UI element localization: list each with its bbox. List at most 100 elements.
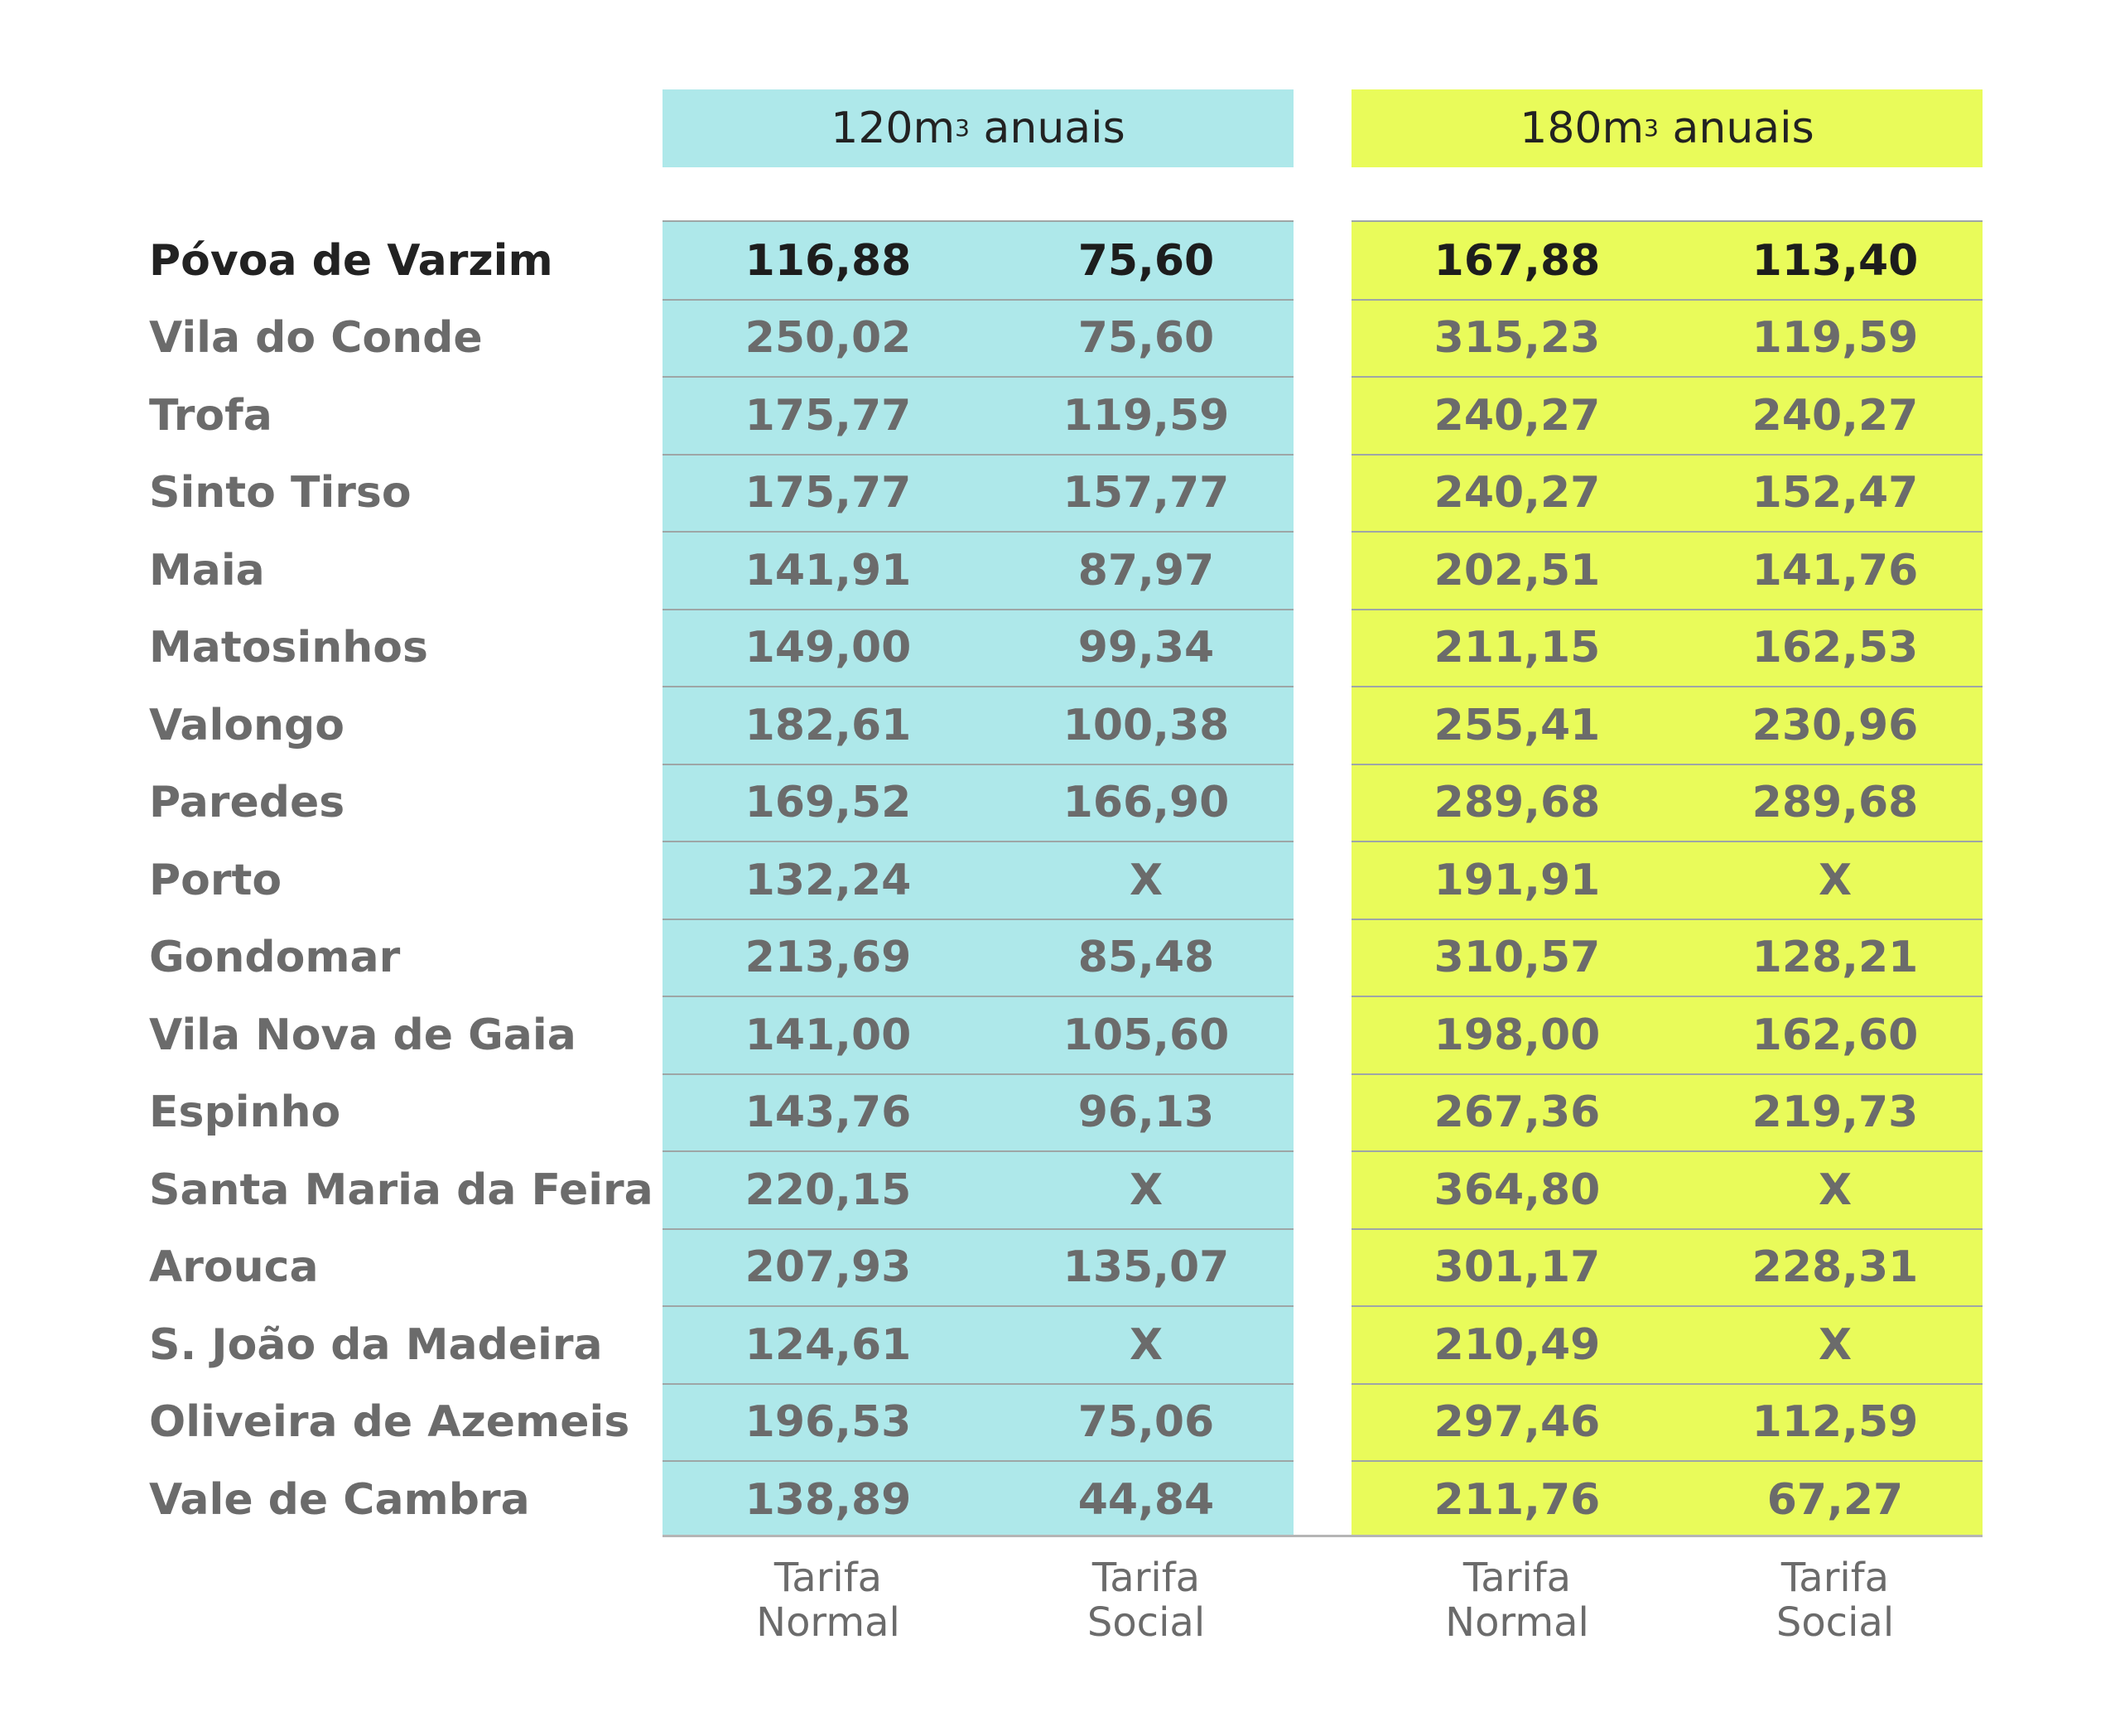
table-cell: X: [1818, 1319, 1853, 1370]
table-cell: 75,60: [1077, 313, 1215, 364]
row-divider: [662, 1460, 1294, 1462]
row-label: Espinho: [149, 1087, 341, 1138]
row-divider: [662, 841, 1294, 842]
table-cell: 240,27: [1433, 390, 1601, 441]
row-divider: [1352, 1150, 1983, 1152]
table-cell: 141,91: [744, 545, 912, 596]
table-cell: 198,00: [1433, 1010, 1601, 1060]
row-divider: [662, 918, 1294, 920]
table-cell: 240,27: [1751, 390, 1919, 441]
row-divider: [662, 453, 1294, 456]
row-divider: [1352, 1382, 1983, 1385]
block-180m3: [1352, 220, 1983, 1536]
table-cell: 44,84: [1077, 1474, 1215, 1525]
row-label: Oliveira de Azemeis: [149, 1397, 630, 1448]
table-cell: 211,76: [1433, 1474, 1601, 1525]
row-label: Vila Nova de Gaia: [149, 1010, 576, 1060]
row-divider: [662, 996, 1294, 997]
row-divider: [1352, 531, 1983, 533]
row-divider: [662, 531, 1294, 533]
table-cell: 119,59: [1062, 390, 1230, 441]
row-divider: [662, 1073, 1294, 1075]
table-cell: 87,97: [1077, 545, 1215, 596]
column-footer-line2: Social: [1776, 1599, 1895, 1646]
row-divider: [662, 1382, 1294, 1385]
block-120m3: [662, 220, 1294, 1536]
row-divider: [1352, 608, 1983, 610]
header-180m3-label: 180m: [1520, 104, 1645, 153]
table-cell: 191,91: [1433, 855, 1601, 905]
row-label: Valongo: [149, 700, 345, 750]
row-divider: [1352, 298, 1983, 301]
table-cell: 99,34: [1077, 623, 1215, 673]
table-cell: 166,90: [1062, 778, 1230, 828]
table-cell: X: [1818, 855, 1853, 905]
table-cell: 167,88: [1433, 235, 1601, 286]
row-divider: [1352, 1305, 1983, 1307]
row-divider: [662, 763, 1294, 765]
table-cell: X: [1129, 1319, 1164, 1370]
row-divider: [1352, 996, 1983, 997]
table-cell: 219,73: [1751, 1087, 1919, 1138]
table-cell: 75,60: [1077, 235, 1215, 286]
row-label: Porto: [149, 855, 282, 905]
header-120m3-suffix: anuais: [970, 104, 1125, 153]
column-footer-line1: Tarifa: [773, 1555, 883, 1601]
table-cell: 128,21: [1751, 933, 1919, 983]
table-cell: 162,53: [1751, 623, 1919, 673]
row-label: Paredes: [149, 778, 345, 828]
row-label: Santa Maria da Feira: [149, 1165, 653, 1215]
row-divider: [1352, 1227, 1983, 1230]
row-divider: [662, 1150, 1294, 1152]
table-cell: 240,27: [1433, 468, 1601, 518]
table-cell: 135,07: [1062, 1242, 1230, 1293]
row-divider: [662, 1227, 1294, 1230]
row-divider: [662, 608, 1294, 610]
block-top-line: [1352, 220, 1983, 222]
table-cell: 105,60: [1062, 1010, 1230, 1060]
table-cell: 210,49: [1433, 1319, 1601, 1370]
table-cell: 162,60: [1751, 1010, 1919, 1060]
column-footer: Tarifa Social: [1678, 1555, 1992, 1645]
table-cell: 289,68: [1433, 778, 1601, 828]
table-cell: 207,93: [744, 1242, 912, 1293]
table-cell: 175,77: [744, 390, 912, 441]
table-cell: 75,06: [1077, 1397, 1215, 1448]
column-footer-line2: Normal: [1445, 1599, 1589, 1646]
row-divider: [1352, 841, 1983, 842]
table-cell: 289,68: [1751, 778, 1919, 828]
column-footer: Tarifa Social: [989, 1555, 1303, 1645]
row-divider: [662, 376, 1294, 378]
table-cell: 220,15: [744, 1165, 912, 1215]
row-label: Maia: [149, 545, 265, 596]
header-180m3: 180m 3 anuais: [1352, 89, 1983, 167]
table-cell: 230,96: [1751, 700, 1919, 750]
table-cell: 228,31: [1751, 1242, 1919, 1293]
table-cell: 119,59: [1751, 313, 1919, 364]
table-cell: 85,48: [1077, 933, 1215, 983]
column-footer: Tarifa Normal: [671, 1555, 985, 1645]
table-cell: 152,47: [1751, 468, 1919, 518]
table-cell: 143,76: [744, 1087, 912, 1138]
table-cell: 100,38: [1062, 700, 1230, 750]
table-cell: 112,59: [1751, 1397, 1919, 1448]
row-divider: [1352, 918, 1983, 920]
table-cell: 141,00: [744, 1010, 912, 1060]
header-120m3: 120m 3 anuais: [662, 89, 1294, 167]
table-cell: 141,76: [1751, 545, 1919, 596]
column-footer-line2: Social: [1086, 1599, 1206, 1646]
row-label: Sinto Tirso: [149, 468, 412, 518]
table-cell: 169,52: [744, 778, 912, 828]
row-divider: [1352, 1073, 1983, 1075]
row-divider: [1352, 1460, 1983, 1462]
table-cell: 132,24: [744, 855, 912, 905]
row-label: Trofa: [149, 390, 272, 441]
table-cell: 175,77: [744, 468, 912, 518]
table-cell: X: [1129, 855, 1164, 905]
table-cell: 310,57: [1433, 933, 1601, 983]
table-cell: X: [1818, 1165, 1853, 1215]
row-label: S. João da Madeira: [149, 1319, 603, 1370]
table-cell: 157,77: [1062, 468, 1230, 518]
table-cell: 124,61: [744, 1319, 912, 1370]
row-label: Gondomar: [149, 933, 401, 983]
